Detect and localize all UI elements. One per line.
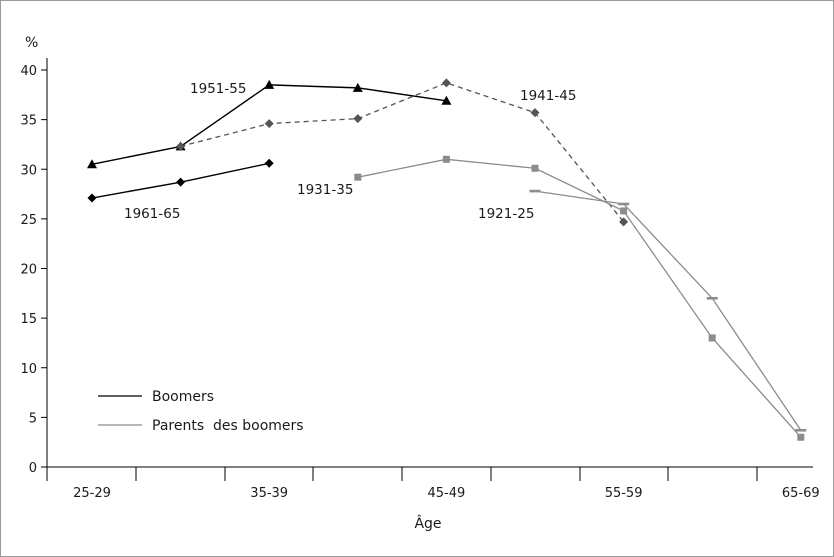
y-tick-label: 0 [29, 461, 37, 476]
series-line [534, 190, 802, 431]
series-1951-55 [87, 79, 452, 169]
series-line [357, 158, 802, 438]
data-point [706, 296, 718, 300]
data-point [797, 433, 805, 441]
legend-label-parents: Parents des boomers [152, 418, 304, 434]
series-labels: 1961-65 1951-55 1941-45 1931-35 1921-25 [124, 81, 576, 222]
data-point [264, 119, 274, 129]
data-point [87, 193, 97, 203]
series-1931-35 [354, 155, 805, 441]
data-point [441, 78, 451, 88]
y-tick-label: 10 [20, 362, 37, 377]
data-point [353, 114, 363, 124]
x-tick-label: 55-59 [605, 486, 643, 501]
y-axis-title: % [25, 35, 38, 51]
series-label: 1951-55 [190, 81, 246, 97]
legend: Boomers Parents des boomers [98, 389, 304, 434]
x-tick-label: 35-39 [250, 486, 288, 501]
axes: 0 5 10 15 20 25 30 35 40 25-29 35-39 45-49 55-59 65-6… [20, 58, 820, 501]
series-layer [87, 78, 807, 441]
series-1961-65 [87, 158, 274, 203]
data-point [176, 141, 186, 151]
data-point [264, 79, 275, 89]
series-label: 1941-45 [520, 88, 576, 104]
y-tick-label: 20 [20, 263, 37, 278]
data-point [620, 207, 628, 215]
x-axis-title: Âge [414, 514, 441, 532]
y-tick-label: 15 [20, 312, 37, 327]
data-point [176, 177, 186, 187]
series-1941-45 [176, 78, 629, 227]
y-tick-label: 30 [20, 163, 37, 178]
x-tick-label: 25-29 [73, 486, 111, 501]
data-point [708, 334, 716, 342]
data-point [354, 173, 362, 181]
series-1921-25 [529, 189, 807, 432]
x-tick-label: 65-69 [782, 486, 820, 501]
data-point [530, 108, 540, 118]
data-point [87, 159, 97, 169]
data-point [352, 82, 363, 92]
data-point [441, 95, 452, 105]
x-tick-label: 45-49 [428, 486, 466, 501]
data-point [264, 158, 274, 168]
data-point [619, 217, 629, 227]
y-tick-label: 35 [20, 114, 37, 129]
data-point [442, 155, 450, 163]
series-label: 1931-35 [297, 182, 353, 198]
data-point [795, 428, 807, 432]
data-point [618, 202, 630, 206]
legend-label-boomers: Boomers [152, 389, 214, 405]
y-tick-label: 40 [20, 64, 37, 79]
data-point [529, 189, 541, 193]
series-line [180, 82, 625, 223]
series-label: 1961-65 [124, 206, 180, 222]
y-tick-label: 25 [20, 213, 37, 228]
data-point [531, 164, 539, 172]
series-label: 1921-25 [478, 206, 534, 222]
y-tick-label: 5 [29, 411, 37, 426]
